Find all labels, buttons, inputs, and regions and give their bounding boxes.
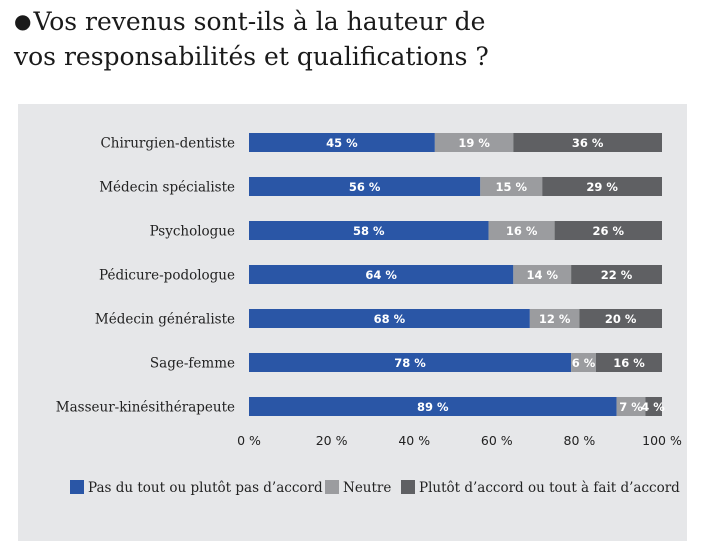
category-label: Pédicure-podologue — [99, 268, 235, 284]
title-text-1: Vos revenus sont-ils à la hauteur de — [33, 7, 486, 36]
data-label: 45 % — [326, 136, 358, 150]
data-label: 56 % — [349, 180, 381, 194]
chart-title: ●Vos revenus sont-ils à la hauteur de vo… — [14, 4, 714, 74]
category-label: Médecin généraliste — [95, 312, 235, 328]
data-label: 12 % — [539, 312, 571, 326]
bar-segment — [249, 397, 617, 416]
data-label: 22 % — [601, 268, 633, 282]
category-label: Psychologue — [150, 224, 235, 240]
stacked-bar-chart: Chirurgien-dentiste 45 % 19 % 36 % Médecin s… — [56, 133, 682, 496]
bar-segment — [554, 221, 662, 240]
legend-swatch — [325, 480, 339, 494]
bar-segment — [645, 397, 662, 416]
data-label: 29 % — [586, 180, 618, 194]
x-tick-label: 60 % — [481, 433, 513, 448]
bar-segment — [480, 177, 543, 196]
data-label: 4 % — [641, 400, 665, 414]
bar-segment — [529, 309, 580, 328]
bar-segment — [571, 265, 662, 284]
title-line-1: ●Vos revenus sont-ils à la hauteur de — [14, 4, 714, 39]
bar-segment — [434, 133, 514, 152]
data-label: 15 % — [495, 180, 527, 194]
data-label: 36 % — [572, 136, 604, 150]
data-label: 16 % — [613, 356, 645, 370]
bar-segment — [513, 265, 572, 284]
x-tick-label: 100 % — [642, 433, 682, 448]
x-tick-label: 20 % — [316, 433, 348, 448]
data-label: 20 % — [605, 312, 637, 326]
data-label: 6 % — [572, 356, 596, 370]
legend-swatch — [401, 480, 415, 494]
bar-segment — [249, 353, 572, 372]
data-label: 16 % — [506, 224, 538, 238]
bar-segment — [488, 221, 555, 240]
data-label: 19 % — [458, 136, 490, 150]
bar-segment — [249, 265, 514, 284]
legend-label: Plutôt d’accord ou tout à fait d’accord — [419, 480, 680, 496]
bar-segment — [249, 177, 481, 196]
x-tick-label: 80 % — [564, 433, 596, 448]
bar-segment — [249, 133, 435, 152]
data-label: 78 % — [394, 356, 426, 370]
category-label: Masseur-kinésithérapeute — [56, 400, 235, 416]
bullet-icon: ● — [14, 9, 32, 33]
chart-panel: Chirurgien-dentiste 45 % 19 % 36 % Médecin s… — [18, 104, 687, 541]
category-label: Sage-femme — [150, 356, 235, 372]
bar-segment — [249, 309, 530, 328]
data-label: 89 % — [417, 400, 449, 414]
data-label: 64 % — [365, 268, 397, 282]
x-tick-label: 40 % — [398, 433, 430, 448]
bar-segment — [249, 221, 489, 240]
title-line-2: vos responsabilités et qualifications ? — [14, 42, 489, 71]
bar-segment — [616, 397, 646, 416]
legend-label: Neutre — [343, 480, 391, 496]
data-label: 58 % — [353, 224, 385, 238]
bar-segment — [579, 309, 662, 328]
data-label: 7 % — [619, 400, 643, 414]
bar-segment — [513, 133, 662, 152]
data-label: 68 % — [374, 312, 406, 326]
data-label: 14 % — [526, 268, 558, 282]
bar-segment — [595, 353, 662, 372]
bar-segment — [571, 353, 596, 372]
category-label: Médecin spécialiste — [99, 180, 235, 196]
legend-label: Pas du tout ou plutôt pas d’accord — [88, 480, 323, 496]
x-tick-label: 0 % — [237, 433, 261, 448]
category-label: Chirurgien-dentiste — [100, 136, 235, 152]
bar-segment — [542, 177, 662, 196]
legend-swatch — [70, 480, 84, 494]
data-label: 26 % — [593, 224, 625, 238]
